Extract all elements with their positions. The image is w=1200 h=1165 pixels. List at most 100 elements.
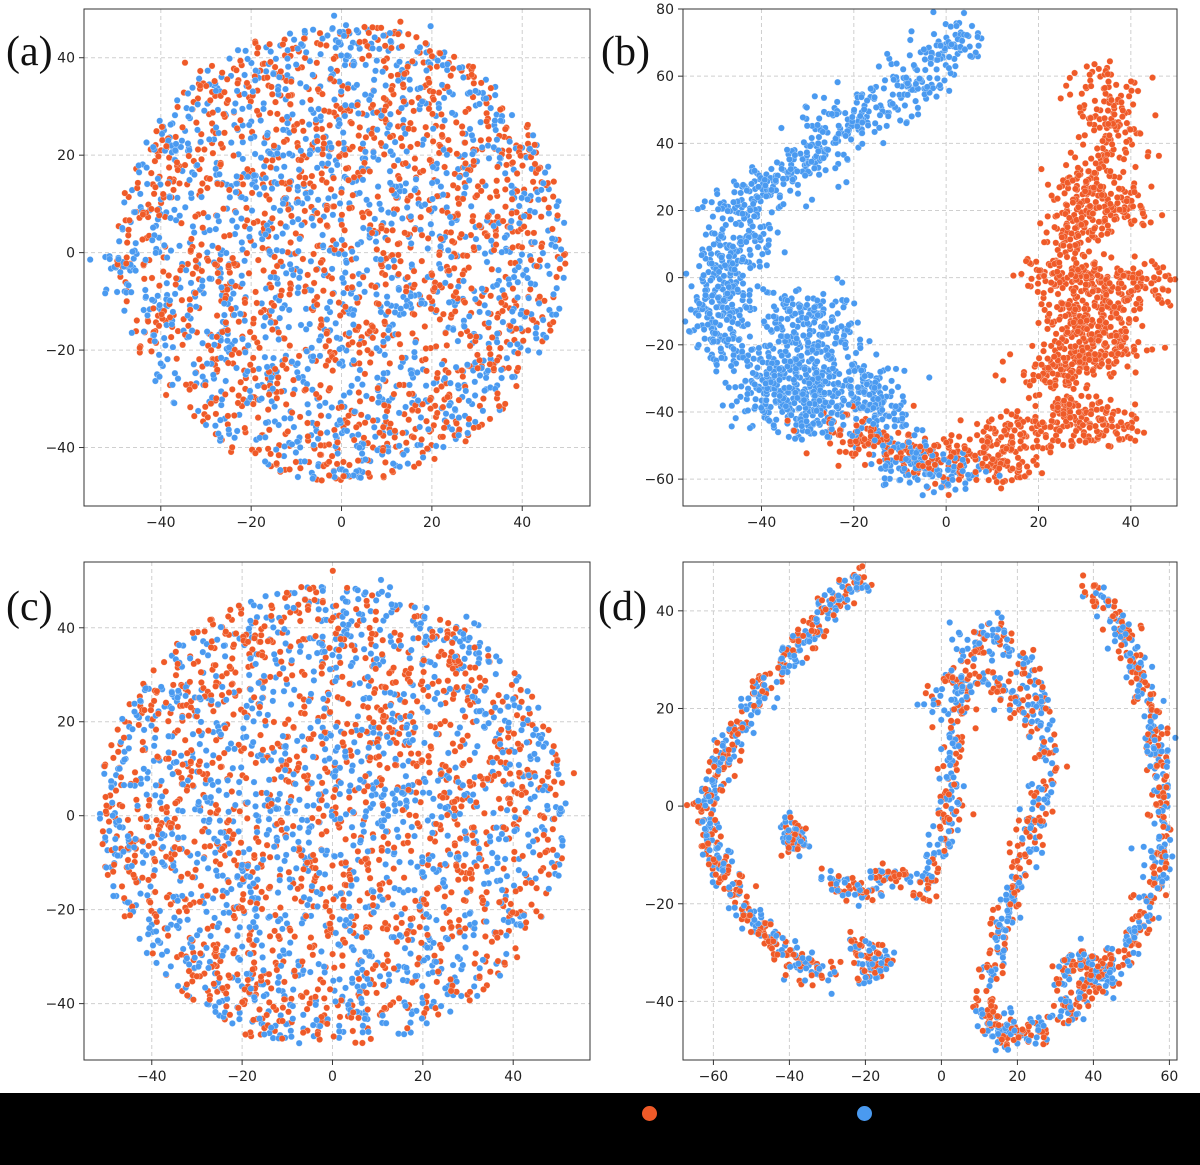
scatter-point-series-b [906,36,914,44]
scatter-point-series-b [190,360,198,368]
scatter-point-series-a [316,41,324,48]
scatter-point-series-a [466,332,474,340]
scatter-point-series-b [467,202,475,210]
scatter-point-series-b [381,351,389,359]
scatter-point-series-b [184,312,192,319]
scatter-point-series-b [86,256,94,264]
scatter-point-series-b [337,88,345,95]
scatter-point-series-a [1045,310,1053,318]
scatter-point-series-a [399,429,407,437]
scatter-point-series-b [951,62,959,70]
scatter-point-series-a [537,213,545,221]
scatter-point-series-a [469,63,477,71]
scatter-point-series-a [229,254,237,262]
scatter-point-series-b [894,81,901,89]
scatter-point-series-b [232,188,240,196]
scatter-point-series-b [148,236,156,244]
scatter-point-series-a [153,206,161,214]
scatter-point-series-a [323,206,331,214]
scatter-point-series-b [171,146,179,154]
scatter-point-series-a [1114,132,1122,140]
scatter-point-series-a [836,431,844,439]
scatter-point-series-b [484,142,492,150]
scatter-point-series-b [434,57,442,65]
scatter-point-series-a [520,223,528,231]
scatter-point-series-a [338,211,346,219]
scatter-point-series-a [292,458,300,466]
scatter-point-series-b [286,30,294,38]
scatter-point-series-b [810,164,818,172]
scatter-point-series-a [1101,114,1109,122]
scatter-point-series-b [914,104,922,112]
scatter-point-series-b [156,117,164,125]
scatter-point-series-b [359,176,367,184]
scatter-point-series-b [708,292,716,300]
scatter-point-series-a [209,109,217,117]
scatter-point-series-a [1045,301,1053,309]
scatter-point-series-b [701,197,709,205]
scatter-point-series-b [416,44,424,51]
scatter-point-series-b [167,121,175,129]
scatter-point-series-b [472,87,479,95]
scatter-point-series-a [159,268,167,276]
scatter-point-series-b [169,343,177,351]
scatter-point-series-a [173,158,181,166]
scatter-point-series-b [262,230,269,238]
scatter-point-series-b [113,288,121,296]
scatter-point-series-b [191,369,199,377]
scatter-point-series-b [746,333,754,341]
scatter-point-series-b [833,274,841,282]
scatter-point-series-b [386,110,394,118]
scatter-point-series-b [250,241,258,249]
scatter-point-series-a [187,246,195,254]
scatter-point-series-a [310,183,318,191]
scatter-point-series-b [340,145,348,153]
scatter-point-series-b [443,151,451,159]
scatter-point-series-b [708,198,716,206]
scatter-point-series-b [370,148,377,156]
scatter-point-series-a [394,330,402,338]
scatter-point-series-a [1110,369,1118,377]
scatter-point-series-a [451,307,459,315]
scatter-point-series-a [1071,249,1079,257]
scatter-point-series-b [140,328,148,336]
scatter-point-series-b [154,175,162,183]
scatter-point-series-b [292,449,300,456]
scatter-point-series-b [257,117,265,124]
scatter-point-series-b [261,458,269,465]
scatter-point-series-b [703,346,711,354]
scatter-point-series-a [549,318,557,326]
scatter-point-series-b [548,235,556,243]
scatter-point-series-a [1074,232,1082,240]
scatter-point-series-b [906,479,914,487]
scatter-point-series-a [380,57,388,65]
scatter-point-series-b [757,223,764,231]
scatter-point-series-a [220,205,227,213]
scatter-point-series-b [493,338,501,346]
scatter-point-series-b [317,113,325,120]
scatter-point-series-b [442,410,450,418]
scatter-point-series-b [278,247,286,255]
scatter-point-series-a [449,181,457,189]
scatter-point-series-a [427,405,434,413]
scatter-point-series-a [493,177,501,185]
scatter-point-series-b [170,399,178,407]
scatter-point-series-a [444,393,452,401]
scatter-point-series-b [176,284,184,292]
scatter-point-series-b [185,146,193,154]
scatter-point-series-a [1040,289,1048,297]
scatter-point-series-b [246,225,254,233]
scatter-point-series-b [275,73,283,81]
scatter-point-series-b [281,414,288,422]
scatter-point-series-b [363,196,371,204]
scatter-point-series-b [551,243,559,251]
scatter-point-series-b [441,374,449,382]
scatter-point-series-a [1035,319,1042,327]
scatter-point-series-b [369,44,377,52]
scatter-point-series-b [391,138,399,146]
scatter-point-series-a [265,426,273,434]
scatter-point-series-b [115,255,122,263]
scatter-point-series-b [508,182,515,190]
scatter-point-series-a [501,125,509,133]
scatter-point-series-b [305,121,313,128]
